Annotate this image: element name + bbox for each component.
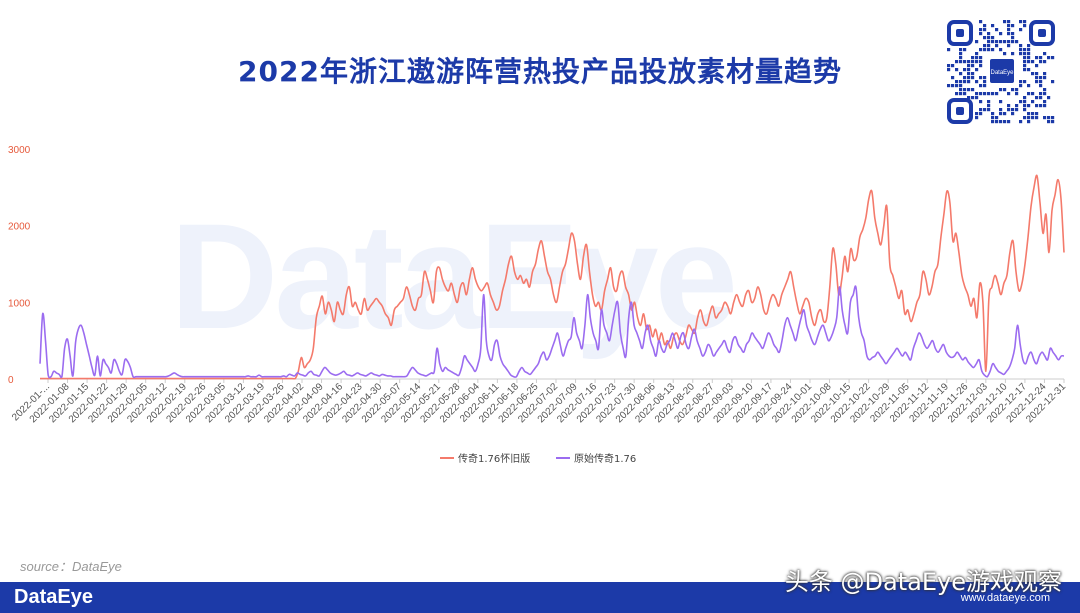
footer-logo: DataEye bbox=[14, 586, 93, 608]
legend: 传奇1.76怀旧版 原始传奇1.76 bbox=[440, 452, 636, 465]
legend-label-1: 传奇1.76怀旧版 bbox=[458, 452, 530, 465]
legend-label-2: 原始传奇1.76 bbox=[574, 452, 636, 465]
qr-code: DataEye bbox=[945, 18, 1057, 126]
chart-series bbox=[39, 174, 1065, 380]
x-axis: 2022-01-...2022-01-082022-01-152022-01-2… bbox=[10, 379, 1068, 425]
y-tick-label: 2000 bbox=[8, 222, 31, 233]
y-axis: 0 1000 2000 3000 bbox=[8, 145, 1064, 386]
footer-bar: DataEye bbox=[0, 582, 1080, 613]
page-title: 2022年浙江遨游阵营热投产品投放素材量趋势 bbox=[238, 55, 842, 88]
site-url: www.dataeye.com bbox=[960, 592, 1050, 604]
series-line-2 bbox=[39, 285, 1065, 379]
series-line-1 bbox=[40, 174, 1065, 380]
watermark: DataEye bbox=[170, 192, 738, 360]
y-tick-label: 1000 bbox=[8, 298, 31, 309]
y-tick-label: 3000 bbox=[8, 145, 31, 156]
source-note: source：DataEye bbox=[20, 559, 122, 574]
qr-logo-label: DataEye bbox=[990, 70, 1014, 76]
y-tick-label: 0 bbox=[8, 375, 14, 386]
toutiao-watermark: 头条 @DataEye游戏观察 bbox=[784, 568, 1062, 596]
line-chart: 0 1000 2000 3000 2022-01-...2022-01-082022-… bbox=[8, 145, 1068, 465]
